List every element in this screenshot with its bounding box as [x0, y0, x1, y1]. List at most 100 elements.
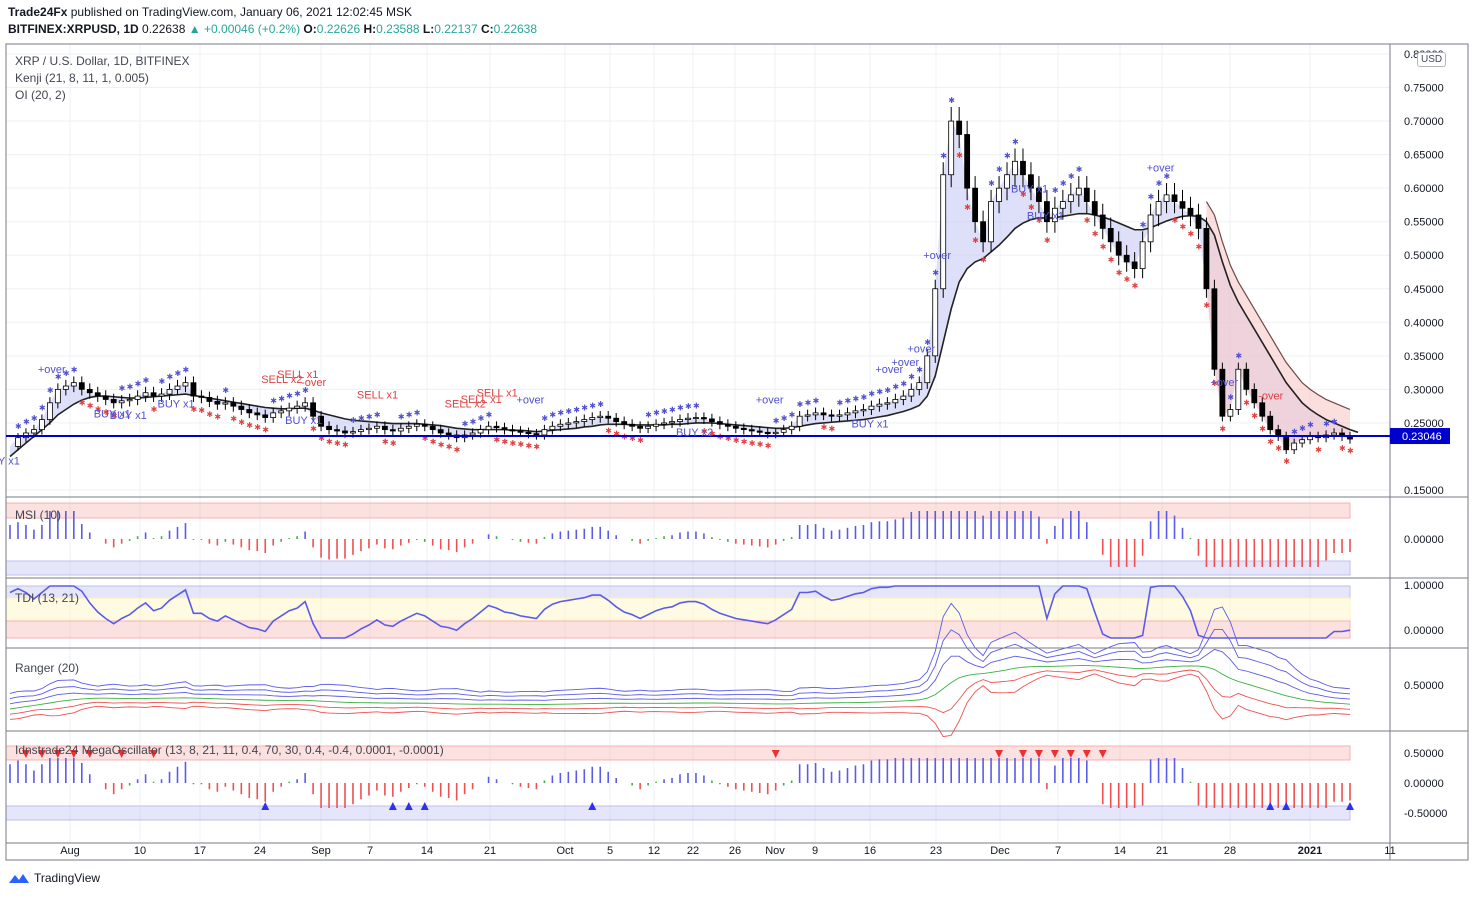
mega-axis-zero: 0.00000 — [1404, 778, 1444, 790]
candle-body — [1267, 415, 1274, 431]
mega-sell-triangle — [1050, 750, 1059, 758]
time-tick-label: 2021 — [1298, 845, 1322, 857]
candle-body — [581, 419, 588, 422]
candle-body — [1219, 368, 1226, 417]
mega-sell-triangle — [69, 750, 78, 758]
mega-sell-triangle — [85, 750, 94, 758]
candle-body — [724, 423, 731, 427]
panel-label-mega[interactable]: Idnstrade24 MegaOscillator (13, 8, 21, 1… — [15, 743, 444, 757]
candle-body — [892, 399, 899, 404]
symbol-label[interactable]: BITFINEX:XRPUSD, 1D — [8, 22, 139, 36]
signal-star: ✱ — [406, 410, 413, 419]
signal-label: +over — [875, 364, 903, 376]
signal-star: ✱ — [1299, 424, 1306, 433]
signal-star: ✱ — [510, 439, 517, 448]
mega-lower-band — [5, 805, 1351, 821]
time-tick-label: 14 — [421, 845, 433, 857]
candle-body — [1331, 432, 1337, 436]
price-tick-label: 0.45000 — [1404, 284, 1444, 296]
signal-star: ✱ — [1172, 216, 1179, 225]
legend-oi[interactable]: OI (20, 2) — [15, 88, 66, 102]
candle-body — [876, 403, 883, 407]
currency-badge[interactable]: USD — [1417, 52, 1447, 67]
candle-body — [613, 417, 620, 422]
time-tick-label: 21 — [1156, 845, 1168, 857]
candle-body — [445, 432, 452, 436]
candle-body — [1044, 201, 1050, 223]
signal-label: +over — [1210, 377, 1238, 389]
mega-buy-triangle — [420, 802, 429, 810]
candle-body — [1243, 368, 1250, 390]
candle-body — [1059, 201, 1066, 209]
signal-label: SELL x1 — [461, 394, 502, 406]
signal-star: ✱ — [733, 436, 740, 445]
signal-star: ✱ — [350, 416, 357, 425]
signal-star: ✱ — [15, 422, 22, 431]
chart-frame — [5, 43, 1469, 861]
signal-star: ✱ — [1156, 179, 1163, 188]
candle-body — [1075, 187, 1082, 196]
signal-star: ✱ — [797, 400, 804, 409]
candle-body — [158, 393, 165, 397]
candle-body — [39, 419, 45, 431]
legend-kenji[interactable]: Kenji (21, 8, 11, 1, 0.005) — [15, 71, 149, 85]
mega-sell-triangle — [1066, 750, 1075, 758]
time-tick-label: 7 — [367, 845, 373, 857]
signal-label: -over — [1258, 391, 1283, 403]
signal-star: ✱ — [79, 398, 86, 407]
ranger-line — [9, 602, 1351, 694]
candle-body — [653, 423, 659, 427]
candle-body — [988, 201, 994, 243]
candle-body — [326, 425, 332, 431]
candle-body — [94, 392, 101, 397]
close-value: 0.22638 — [493, 22, 538, 36]
signal-star: ✱ — [23, 417, 30, 426]
candle-body — [70, 382, 77, 387]
signal-star: ✱ — [741, 437, 748, 446]
time-tick-label: 22 — [687, 845, 699, 857]
mega-buy-triangle — [1266, 802, 1275, 810]
candle-body — [102, 395, 109, 400]
signal-star: ✱ — [374, 410, 381, 419]
candle-body — [1227, 409, 1234, 417]
panel-label-ranger[interactable]: Ranger (20) — [15, 661, 80, 675]
candle-body — [381, 425, 388, 431]
signal-star: ✱ — [302, 386, 309, 395]
ranger-line — [9, 665, 1351, 710]
signal-star: ✱ — [932, 269, 939, 278]
candle-body — [286, 407, 293, 412]
time-tick-label: Sep — [311, 845, 331, 857]
publisher-name[interactable]: Trade24Fx — [8, 5, 68, 19]
signal-star: ✱ — [541, 414, 548, 423]
candle-body — [1179, 201, 1186, 209]
panel-label-msi[interactable]: MSI (10) — [15, 508, 62, 522]
panel-label-tdi[interactable]: TDI (13, 21) — [15, 591, 80, 605]
signal-star: ✱ — [1068, 172, 1075, 181]
signal-star: ✱ — [111, 411, 118, 420]
ranger-line — [9, 628, 1351, 700]
signal-star: ✱ — [1108, 255, 1115, 264]
footer-brand[interactable]: TradingView — [8, 871, 100, 885]
signal-star: ✱ — [414, 408, 421, 417]
candle-body — [262, 414, 269, 418]
candle-body — [645, 425, 651, 429]
mega-sell-triangle — [53, 750, 62, 758]
mega-buy-triangle — [588, 802, 597, 810]
signal-label: +over — [1147, 163, 1175, 175]
close-label: C: — [480, 22, 494, 36]
mega-buy-triangle — [1282, 802, 1291, 810]
candle-body — [1203, 227, 1210, 290]
signal-star: ✱ — [805, 399, 812, 408]
candlesticks: ✱✱ ✱✱✱✱ ✱ ✱✱ ✱ ✱ ✱ ✱✱ ✱ ✱ ✱✱✱✱ ✱ ✱✱ ✱ ✱ ✱✱✱ ✱ ✱ ✱ ✱✱ ✱ ✱ ✱ ✱✱✱ ✱… — [15, 96, 1354, 466]
candle-body — [693, 417, 699, 419]
signal-star: ✱ — [1251, 411, 1258, 420]
upper-band-line — [1205, 201, 1351, 411]
signal-star: ✱ — [757, 440, 764, 449]
legend-title[interactable]: XRP / U.S. Dollar, 1D, BITFINEX — [15, 54, 190, 68]
candle-body — [397, 427, 404, 432]
tradingview-logo-icon — [9, 874, 29, 883]
candle-body — [812, 412, 819, 416]
signal-star: ✱ — [143, 376, 150, 385]
price-level-label: 0.23046 — [1402, 431, 1442, 443]
